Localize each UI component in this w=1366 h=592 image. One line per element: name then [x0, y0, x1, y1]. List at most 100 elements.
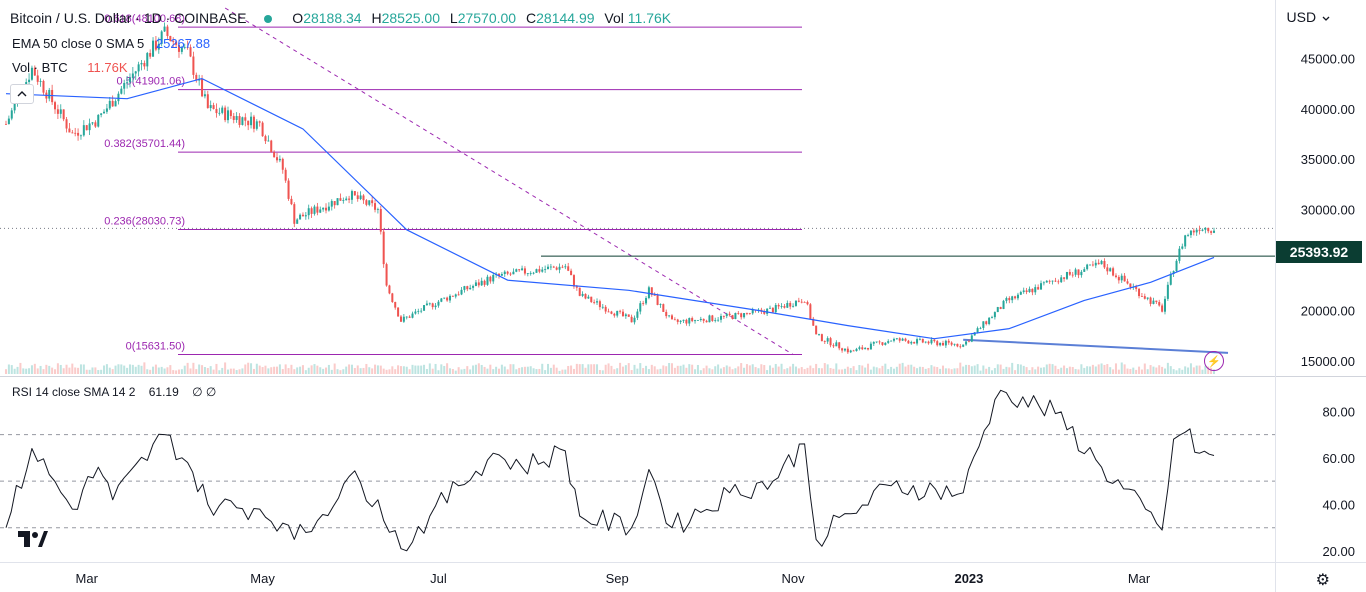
candle-body — [558, 266, 561, 270]
candle-body — [555, 267, 558, 270]
tradingview-logo[interactable] — [18, 530, 48, 553]
candle-body — [1152, 300, 1155, 304]
candle-body — [965, 341, 968, 345]
volume-bar — [918, 366, 921, 374]
candle-body — [547, 266, 550, 270]
volume-bar — [446, 363, 449, 374]
candle-body — [549, 266, 552, 268]
lightning-icon[interactable]: ⚡ — [1204, 351, 1224, 371]
volume-bar — [160, 366, 163, 374]
price-level-tag[interactable]: 25393.92 — [1276, 241, 1362, 263]
volume-bar — [310, 365, 313, 374]
candle-body — [1068, 271, 1071, 275]
volume-bar — [105, 364, 108, 374]
candle-body — [7, 118, 10, 125]
candle-body — [221, 107, 224, 113]
candle-body — [653, 294, 656, 296]
rsi-legend[interactable]: RSI 14 close SMA 14 2 61.19 ∅ ∅ — [12, 385, 216, 399]
candle-body — [1002, 300, 1005, 309]
volume-bar — [123, 365, 126, 374]
candle-body — [777, 305, 780, 307]
volume-bar — [578, 364, 581, 374]
volume-bar — [154, 364, 157, 374]
volume-legend[interactable]: Vol · BTC 11.76K — [12, 60, 128, 75]
volume-bar — [74, 367, 77, 374]
candle-body — [950, 342, 953, 345]
candle-body — [379, 209, 382, 232]
candle-body — [143, 62, 146, 67]
volume-bar — [1037, 366, 1040, 374]
volume-bar — [763, 365, 766, 374]
candle-body — [281, 158, 284, 170]
drawing-lines[interactable] — [0, 227, 1275, 354]
volume-bar — [1169, 366, 1172, 374]
volume-bar — [1132, 367, 1135, 374]
volume-bar — [593, 364, 596, 374]
candle-body — [875, 341, 878, 343]
volume-bar — [448, 368, 451, 374]
volume-bar — [1198, 365, 1201, 374]
volume-bar — [1114, 363, 1117, 374]
candle-body — [472, 285, 475, 288]
candle-body — [996, 307, 999, 313]
currency-dropdown[interactable]: USD — [1287, 9, 1330, 25]
candle-body — [751, 309, 754, 314]
fibonacci-retracement[interactable]: 0.618(48100.68) 0.5(41901.06) 0.382(35701.… — [104, 7, 802, 356]
candle-body — [1100, 261, 1103, 265]
candle-body — [636, 311, 639, 318]
volume-bar — [1063, 365, 1066, 374]
candle-body — [843, 348, 846, 351]
candle-body — [895, 338, 898, 340]
candle-body — [898, 338, 901, 341]
candle-body — [1057, 281, 1060, 283]
candle-body — [333, 201, 336, 206]
volume-bar — [780, 363, 783, 374]
volume-bar — [1181, 369, 1184, 374]
volume-bar — [982, 365, 985, 374]
collapse-legend-button[interactable] — [10, 84, 34, 104]
volume-bar — [947, 368, 950, 374]
volume-bar — [356, 365, 359, 374]
candle-body — [48, 89, 51, 99]
volume-bar — [250, 363, 253, 374]
candle-body — [734, 312, 737, 319]
candle-body — [662, 304, 665, 312]
candle-body — [679, 320, 682, 322]
volume-bar — [769, 365, 772, 374]
volume-bar — [423, 364, 426, 374]
volume-bar — [51, 367, 54, 374]
volume-bar — [201, 365, 204, 374]
symbol-title[interactable]: Bitcoin / U.S. Dollar · 1D · COINBASE — [10, 10, 247, 26]
gear-icon[interactable]: ⚙ — [1315, 572, 1330, 589]
volume-bar — [1019, 364, 1022, 374]
candle-body — [273, 151, 276, 158]
volume-bar — [864, 367, 867, 374]
candle-body — [131, 73, 134, 78]
volume-bar — [1187, 367, 1190, 374]
ema-legend[interactable]: EMA 50 close 0 SMA 5 25267.88 — [12, 36, 210, 51]
volume-bar — [1204, 365, 1207, 374]
candle-body — [705, 320, 708, 323]
candle-body — [532, 272, 535, 274]
candle-body — [1146, 297, 1149, 299]
candle-body — [226, 110, 230, 121]
candle-body — [913, 342, 916, 344]
volume-bar — [100, 369, 103, 374]
volume-bar — [497, 368, 501, 374]
volume-bar — [1149, 365, 1152, 374]
volume-bar — [970, 366, 973, 374]
candle-body — [1166, 284, 1169, 299]
candle-body — [255, 121, 258, 129]
candle-body — [959, 346, 962, 348]
volume-bar — [304, 370, 307, 374]
symbol-header[interactable]: Bitcoin / U.S. Dollar · 1D · COINBASE O2… — [10, 10, 671, 26]
volume-bar — [1065, 368, 1068, 374]
volume-bar — [676, 365, 679, 374]
candle-body — [1184, 235, 1187, 247]
tradingview-logo-icon — [18, 531, 48, 547]
volume-bar — [751, 364, 754, 374]
candle-body — [126, 82, 129, 84]
candle-body — [111, 100, 114, 107]
volume-bar — [506, 369, 509, 374]
volume-bar — [668, 363, 671, 374]
